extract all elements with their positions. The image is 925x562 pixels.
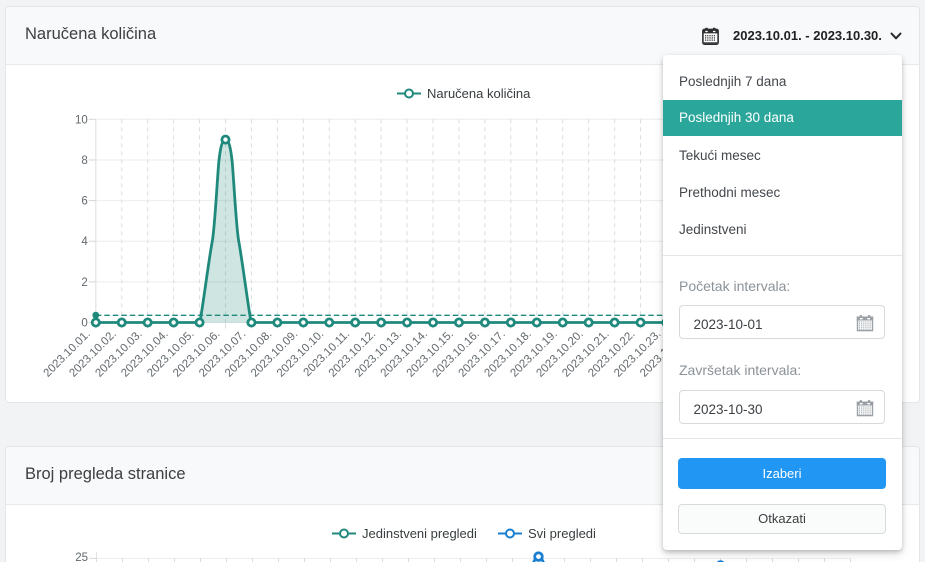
svg-text:0: 0 (81, 318, 87, 330)
svg-text:Jedinstveni pregledi: Jedinstveni pregledi (362, 526, 477, 541)
svg-text:4: 4 (81, 236, 88, 248)
svg-text:Naručena količina: Naručena količina (427, 86, 531, 101)
svg-text:2: 2 (81, 277, 87, 289)
svg-text:Svi pregledi: Svi pregledi (528, 526, 596, 541)
svg-text:6: 6 (81, 196, 87, 208)
svg-text:8: 8 (81, 155, 87, 167)
svg-text:25: 25 (75, 552, 88, 562)
svg-text:10: 10 (75, 114, 88, 126)
